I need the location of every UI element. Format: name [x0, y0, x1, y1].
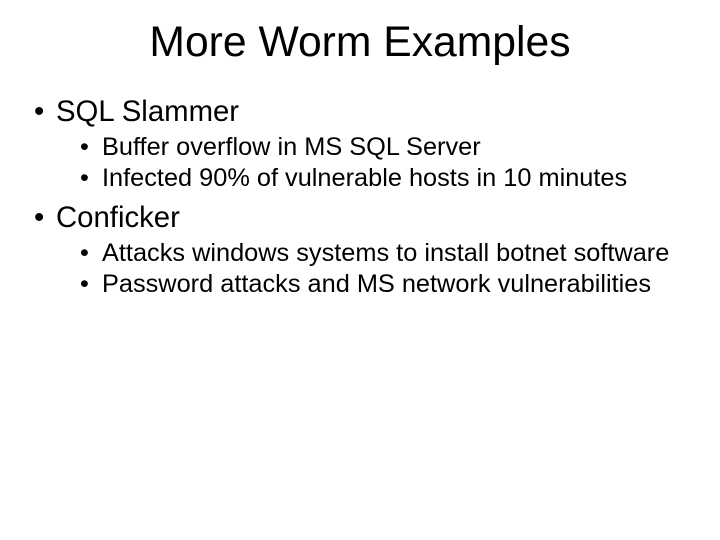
slide-title: More Worm Examples — [0, 0, 720, 95]
bullet-list-level1: SQL Slammer Buffer overflow in MS SQL Se… — [30, 95, 690, 299]
list-item-label: SQL Slammer — [56, 95, 239, 128]
list-item-label: Password attacks and MS network vulnerab… — [102, 270, 651, 298]
list-item: SQL Slammer Buffer overflow in MS SQL Se… — [30, 95, 690, 193]
list-item-label: Conficker — [56, 201, 180, 234]
list-item: Password attacks and MS network vulnerab… — [76, 270, 690, 299]
list-item: Attacks windows systems to install botne… — [76, 239, 690, 268]
list-item: Conficker Attacks windows systems to ins… — [30, 201, 690, 299]
list-item-label: Infected 90% of vulnerable hosts in 10 m… — [102, 164, 627, 192]
bullet-list-level2: Attacks windows systems to install botne… — [56, 239, 690, 299]
list-item: Infected 90% of vulnerable hosts in 10 m… — [76, 164, 690, 193]
slide-body: SQL Slammer Buffer overflow in MS SQL Se… — [0, 95, 720, 299]
list-item-label: Buffer overflow in MS SQL Server — [102, 133, 481, 161]
list-item: Buffer overflow in MS SQL Server — [76, 133, 690, 162]
bullet-list-level2: Buffer overflow in MS SQL Server Infecte… — [56, 133, 690, 193]
slide: More Worm Examples SQL Slammer Buffer ov… — [0, 0, 720, 540]
list-item-label: Attacks windows systems to install botne… — [102, 239, 669, 267]
